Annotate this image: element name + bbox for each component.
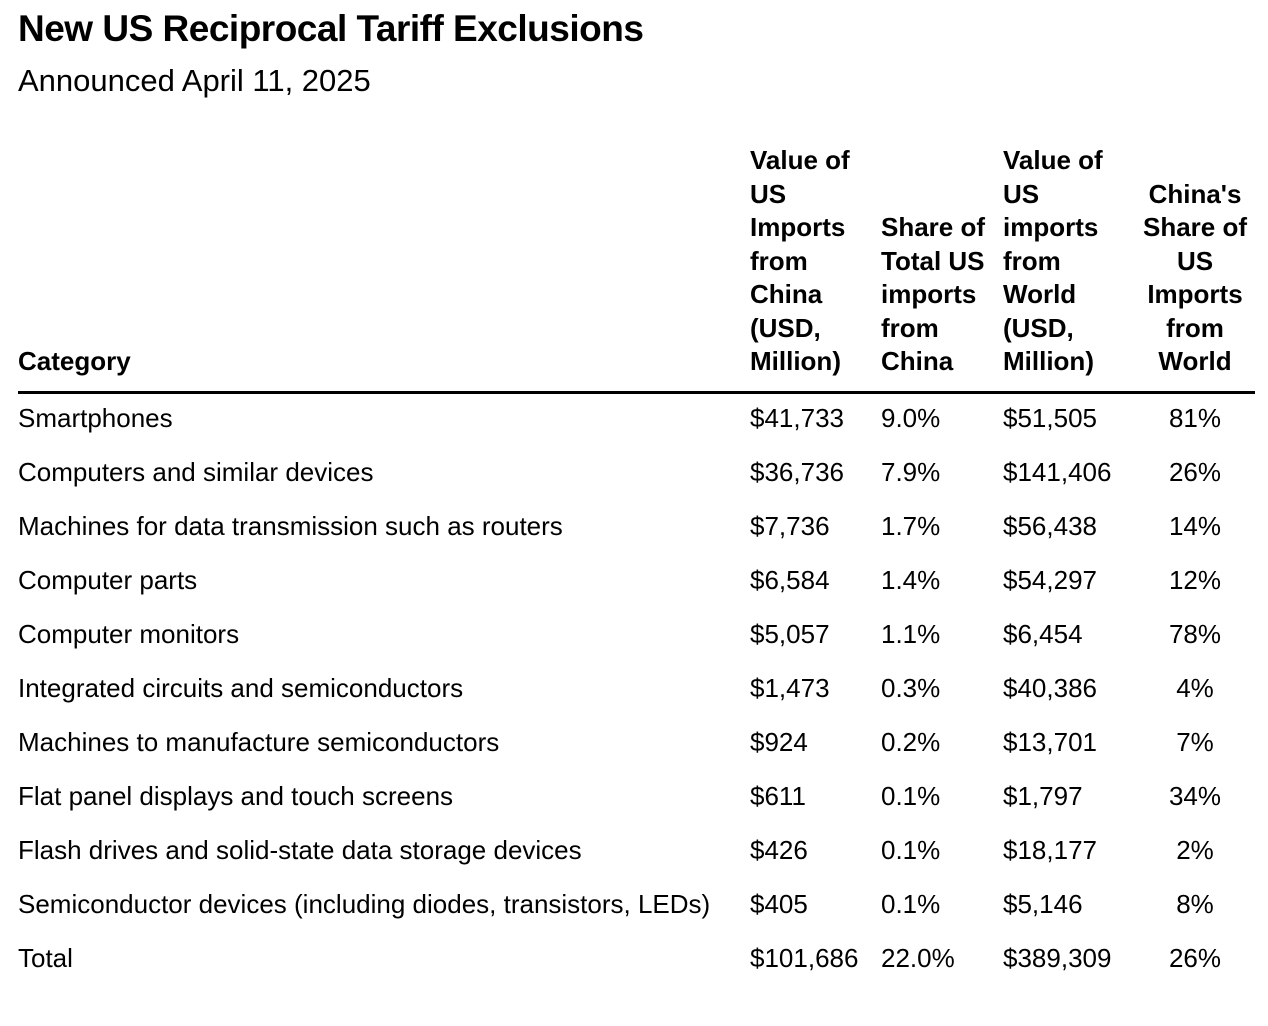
table-row: Machines for data transmission such as r… bbox=[18, 502, 1255, 556]
table-row: Integrated circuits and semiconductors $1… bbox=[18, 664, 1255, 718]
table-cell: 0.2% bbox=[881, 726, 941, 757]
table-cell: $1,797 bbox=[1003, 780, 1083, 811]
column-header: Value of US imports from World (USD, Mil… bbox=[1003, 144, 1135, 394]
table-cell: Computer monitors bbox=[18, 618, 240, 649]
chart-subtitle: Announced April 11, 2025 bbox=[18, 63, 371, 98]
table-cell: Machines for data transmission such as r… bbox=[18, 510, 563, 541]
table-cell: $426 bbox=[750, 834, 808, 865]
table-cell: 34% bbox=[1168, 780, 1222, 811]
table-row: Computer monitors $5,057 1.1% $6,454 78% bbox=[18, 610, 1255, 664]
table-cell: 0.1% bbox=[881, 888, 941, 919]
table-cell: 22.0% bbox=[881, 942, 955, 973]
table-cell: 7% bbox=[1176, 726, 1214, 757]
table-cell: 81% bbox=[1168, 402, 1222, 433]
table-cell: Integrated circuits and semiconductors bbox=[18, 672, 464, 703]
table-cell: 4% bbox=[1176, 672, 1214, 703]
column-header: Share of Total US imports from China bbox=[881, 144, 1003, 394]
table-cell: $13,701 bbox=[1003, 726, 1097, 757]
table-cell: $5,057 bbox=[750, 618, 830, 649]
table-cell: 0.1% bbox=[881, 834, 941, 865]
table-cell: 1.7% bbox=[881, 510, 941, 541]
table-row: Flat panel displays and touch screens $61… bbox=[18, 772, 1255, 826]
table-cell: $405 bbox=[750, 888, 808, 919]
table-cell: 1.4% bbox=[881, 564, 941, 595]
total-row: Total $101,686 22.0% $389,309 26% bbox=[18, 934, 1255, 988]
table-row: Computers and similar devices $36,736 7.9%… bbox=[18, 448, 1255, 502]
table-cell: 1.1% bbox=[881, 618, 941, 649]
table-row: Smartphones $41,733 9.0% $51,505 81% bbox=[18, 392, 1255, 448]
table-cell: 26% bbox=[1168, 942, 1222, 973]
table-cell: Flash drives and solid-state data storag… bbox=[18, 834, 582, 865]
table-cell: $6,454 bbox=[1003, 618, 1083, 649]
table-cell: $141,406 bbox=[1003, 456, 1112, 487]
table-cell: $389,309 bbox=[1003, 942, 1112, 973]
table-cell: Computer parts bbox=[18, 564, 198, 595]
column-header: China's Share of US Imports from World bbox=[1135, 144, 1255, 394]
table-cell: $5,146 bbox=[1003, 888, 1083, 919]
table-cell: 12% bbox=[1168, 564, 1222, 595]
header-row: Category Value of US Imports from China (… bbox=[18, 144, 1255, 394]
table-cell: $51,505 bbox=[1003, 402, 1097, 433]
table-cell: 0.3% bbox=[881, 672, 941, 703]
chart-title: New US Reciprocal Tariff Exclusions bbox=[18, 8, 644, 49]
table-cell: 2% bbox=[1176, 834, 1214, 865]
column-header: Value of US Imports from China (USD, Mil… bbox=[750, 144, 881, 394]
table-cell: $1,473 bbox=[750, 672, 830, 703]
table-cell: $36,736 bbox=[750, 456, 844, 487]
table-cell: Smartphones bbox=[18, 402, 173, 433]
table-cell: $611 bbox=[750, 780, 806, 811]
table-cell: Semiconductor devices (including diodes,… bbox=[18, 888, 711, 919]
table-cell: $54,297 bbox=[1003, 564, 1097, 595]
table-cell: $40,386 bbox=[1003, 672, 1097, 703]
table-cell: Computers and similar devices bbox=[18, 456, 374, 487]
table-cell: $7,736 bbox=[750, 510, 830, 541]
table-row: Flash drives and solid-state data storag… bbox=[18, 826, 1255, 880]
table-cell: 14% bbox=[1168, 510, 1222, 541]
table-cell: 78% bbox=[1168, 618, 1222, 649]
table-row: Machines to manufacture semiconductors $9… bbox=[18, 718, 1255, 772]
table-cell: Flat panel displays and touch screens bbox=[18, 780, 454, 811]
table-cell: $18,177 bbox=[1003, 834, 1097, 865]
table-cell: $6,584 bbox=[750, 564, 830, 595]
table-cell: Machines to manufacture semiconductors bbox=[18, 726, 500, 757]
table-cell: 7.9% bbox=[881, 456, 941, 487]
table-cell: 9.0% bbox=[881, 402, 941, 433]
table-cell: $41,733 bbox=[750, 402, 844, 433]
tariff-table: Category Value of US Imports from China (… bbox=[18, 144, 1255, 988]
table-cell: $924 bbox=[750, 726, 808, 757]
table-cell: $56,438 bbox=[1003, 510, 1097, 541]
column-header: Category bbox=[18, 144, 750, 394]
table-cell: $101,686 bbox=[750, 942, 859, 973]
table-cell: 8% bbox=[1176, 888, 1214, 919]
table-cell: 26% bbox=[1168, 456, 1222, 487]
table-row: Computer parts $6,584 1.4% $54,297 12% bbox=[18, 556, 1255, 610]
table-cell: Total bbox=[18, 942, 73, 973]
table-row: Semiconductor devices (including diodes,… bbox=[18, 880, 1255, 934]
table-cell: 0.1% bbox=[881, 780, 941, 811]
